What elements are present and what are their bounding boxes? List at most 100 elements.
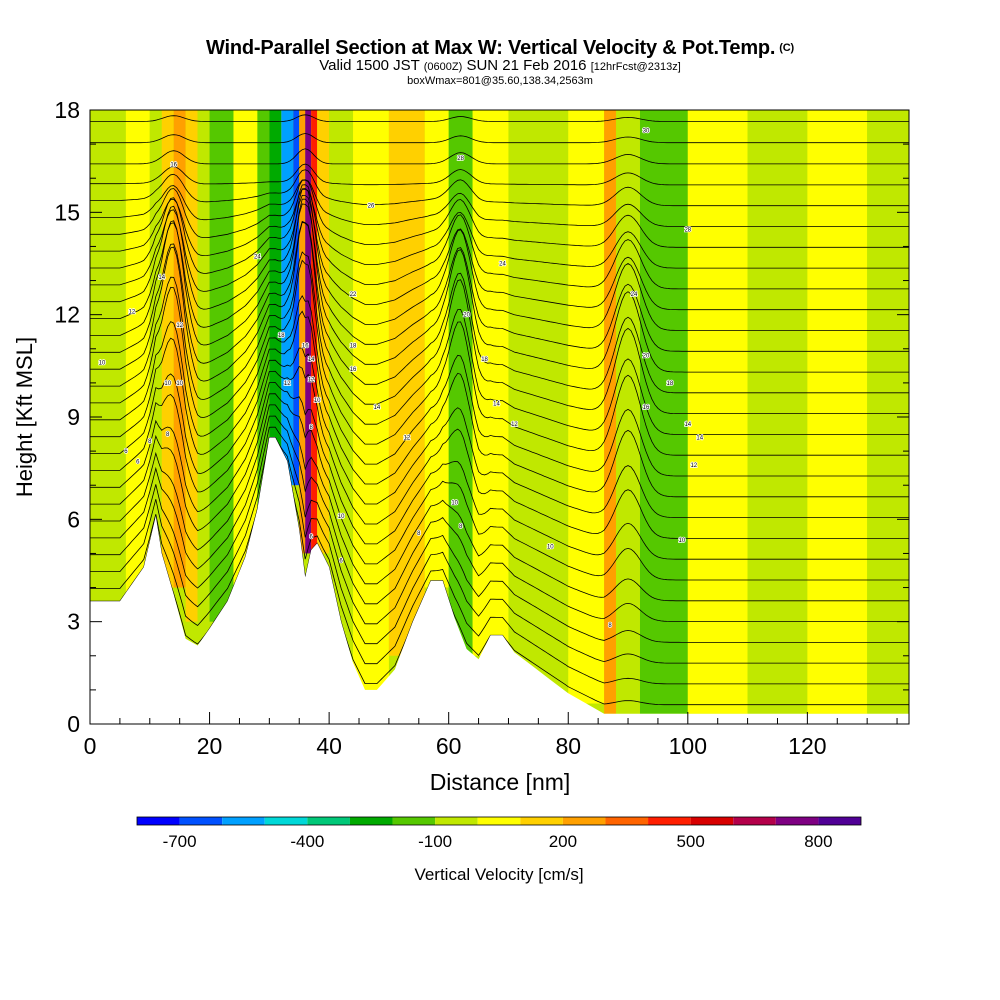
velocity-cell-19: [388, 110, 425, 656]
colorbar-swatch-8: [477, 817, 521, 825]
velocity-cell-17: [329, 110, 354, 656]
subtitle-valid: Valid 1500 JST: [319, 57, 420, 74]
isentrope-27: [90, 133, 909, 144]
colorbar-tick-label: 200: [549, 832, 577, 851]
contour-label-0: 16: [170, 163, 177, 169]
contour-label-9: 6: [124, 449, 128, 455]
velocity-cell-26: [616, 110, 640, 714]
terrain-mask: [90, 437, 909, 724]
velocity-cell-9: [257, 110, 270, 520]
contour-label-29: 28: [457, 156, 464, 162]
y-tick-label: 3: [67, 609, 80, 635]
velocity-cell-29: [747, 110, 808, 714]
x-tick-label: 100: [669, 733, 707, 759]
x-tick-label: 120: [788, 733, 826, 759]
y-axis-label: Height [Kft MSL]: [12, 337, 37, 497]
contour-label-25: 12: [403, 435, 410, 441]
y-tick-label: 12: [54, 302, 80, 328]
contour-label-26: 10: [338, 514, 345, 520]
copyright-mark: (C): [779, 42, 794, 54]
velocity-cell-30: [807, 110, 868, 714]
contour-labels: 16 14 12 10 12 10 10 8 8 6 6 24 18 16 14 12 12 10 8 6 26 22 18…: [98, 128, 705, 630]
chart-title: Wind-Parallel Section at Max W: Vertical…: [206, 37, 776, 59]
velocity-cell-3: [161, 110, 174, 588]
isentrope-2: [90, 437, 909, 664]
y-tick-label: 0: [67, 711, 80, 737]
contour-label-32: 18: [481, 357, 488, 363]
subtitle-forecast: [12hrFcst@2313z]: [590, 61, 681, 73]
contour-label-43: 18: [667, 381, 674, 387]
contour-label-36: 8: [459, 524, 463, 530]
isentrope-23: [90, 179, 909, 227]
colorbar: -700 -400 -100 200 500 800: [136, 816, 862, 851]
chart-title-line: Wind-Parallel Section at Max W: Vertical…: [0, 36, 1000, 60]
contour-label-45: 14: [684, 422, 691, 428]
isentrope-5: [90, 404, 909, 602]
chart-subtitle-line: Valid 1500 JST (0600Z) SUN 21 Feb 2016 […: [0, 58, 1000, 75]
isentrope-7: [90, 382, 909, 560]
contour-label-46: 14: [696, 435, 703, 441]
isentrope-21: [90, 188, 909, 269]
isentrope-20: [90, 184, 909, 290]
contour-label-35: 10: [451, 500, 458, 506]
y-tick-label: 18: [54, 97, 80, 123]
isentrope-9: [90, 347, 909, 518]
chart-subtitle-2: boxWmax=801@35.60,138.34,2563m: [407, 75, 593, 87]
velocity-cell-20: [424, 110, 449, 588]
contour-label-2: 12: [129, 309, 136, 315]
colorbar-tick-label: -700: [163, 832, 197, 851]
colorbar-swatch-11: [605, 817, 649, 825]
x-tick-label: 40: [316, 733, 342, 759]
velocity-cell-28: [687, 110, 748, 714]
colorbar-frame: [136, 816, 862, 826]
colorbar-swatch-15: [775, 817, 819, 825]
isentrope-4: [90, 415, 909, 622]
isentrope-26: [90, 148, 909, 165]
isentrope-17: [90, 203, 909, 352]
contour-label-5: 10: [164, 381, 171, 387]
colorbar-swatch-1: [179, 817, 223, 825]
colorbar-tick-label: 800: [804, 832, 832, 851]
contour-label-41: 24: [631, 292, 638, 298]
velocity-cell-25: [604, 110, 617, 714]
isentrope-13: [90, 251, 909, 435]
isentrope-12: [90, 259, 909, 456]
velocity-cell-11: [281, 110, 294, 486]
isentrope-6: [90, 393, 909, 581]
velocity-cell-13: [299, 110, 306, 554]
colorbar-swatch-4: [307, 817, 350, 825]
contour-label-22: 18: [350, 343, 357, 349]
velocity-cell-18: [353, 110, 389, 690]
isentrope-8: [90, 365, 909, 539]
colorbar-tick-label: -400: [290, 832, 324, 851]
contour-label-13: 16: [302, 343, 309, 349]
contour-label-34: 12: [511, 422, 518, 428]
contour-label-27: 6: [339, 558, 343, 564]
contour-label-37: 10: [547, 545, 554, 551]
isentrope-25: [90, 163, 909, 186]
isentrope-24: [90, 169, 909, 207]
contour-label-3: 10: [99, 360, 106, 366]
velocity-cell-14: [305, 110, 312, 554]
velocity-cell-6: [197, 110, 210, 622]
potential-temperature-contours: [90, 97, 909, 706]
subtitle-utc: (0600Z): [423, 61, 463, 73]
contour-label-28: 8: [417, 531, 421, 537]
contour-label-47: 12: [690, 463, 697, 469]
contour-label-44: 16: [643, 405, 650, 411]
velocity-cell-7: [209, 110, 234, 622]
contour-label-8: 8: [148, 439, 152, 445]
isentrope-14: [90, 221, 909, 414]
contour-label-40: 28: [684, 227, 691, 233]
contour-label-15: 12: [308, 377, 315, 383]
colorbar-swatch-7: [435, 817, 478, 825]
contour-label-7: 8: [166, 432, 170, 438]
contour-label-16: 12: [284, 381, 291, 387]
contour-label-48: 10: [678, 538, 685, 544]
isentrope-29: [90, 97, 909, 101]
contour-label-17: 10: [314, 398, 321, 404]
velocity-cell-5: [185, 110, 198, 622]
contour-label-39: 30: [643, 128, 650, 134]
isentrope-11: [90, 294, 909, 477]
